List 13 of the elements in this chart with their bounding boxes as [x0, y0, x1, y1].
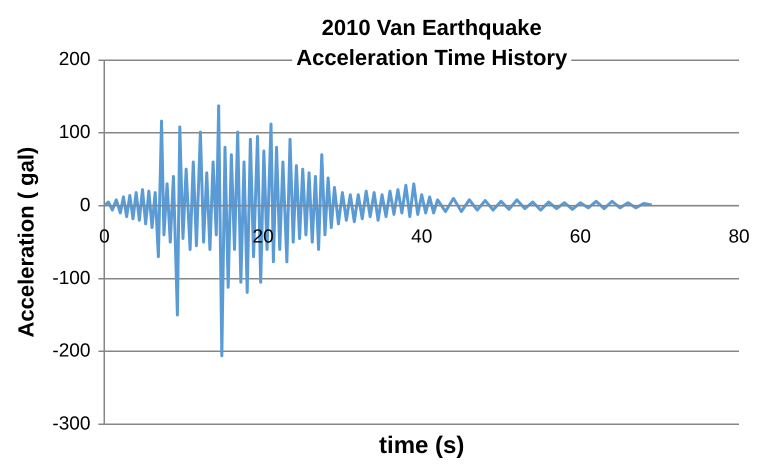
y-tick-label: 200 [58, 49, 90, 70]
y-tick-label: -200 [52, 340, 90, 362]
x-tick-label: 80 [728, 226, 750, 248]
y-tick-label: 100 [58, 122, 90, 144]
x-tick-label: 60 [570, 226, 591, 248]
x-axis-title: time (s) [379, 432, 464, 460]
y-tick-label: 0 [80, 194, 90, 216]
y-axis-title: Acceleration ( gal) [13, 146, 38, 338]
y-tick-label: -300 [52, 413, 90, 434]
y-tick-label: -100 [52, 268, 90, 289]
x-tick-label: 0 [99, 226, 110, 248]
x-tick-label: 40 [411, 226, 432, 248]
chart-title: 2010 Van Earthquake Acceleration Time History [296, 15, 568, 70]
